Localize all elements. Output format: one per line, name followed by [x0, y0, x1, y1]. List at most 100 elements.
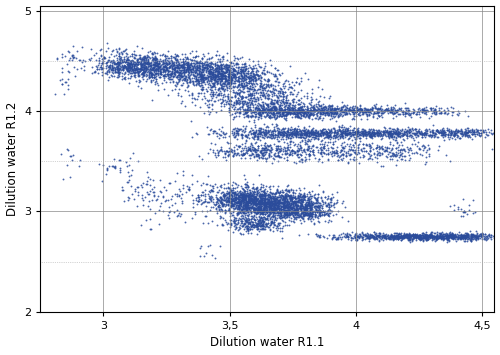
Point [283, 132, 291, 137]
Point [458, 235, 466, 240]
Point [212, 62, 220, 68]
Point [460, 232, 468, 238]
Point [373, 130, 381, 135]
Point [234, 90, 241, 95]
Point [255, 206, 263, 212]
Point [438, 233, 446, 239]
Point [461, 108, 469, 114]
Point [292, 126, 300, 131]
Point [310, 130, 318, 136]
Point [276, 107, 284, 113]
Point [244, 204, 252, 210]
Point [227, 59, 235, 65]
Point [114, 55, 122, 61]
Point [422, 235, 430, 241]
Point [324, 140, 332, 145]
Point [302, 132, 310, 138]
Point [258, 69, 266, 75]
Point [412, 237, 420, 243]
Point [306, 200, 314, 206]
Point [404, 108, 412, 114]
Point [268, 200, 276, 206]
Point [392, 153, 400, 159]
Point [390, 232, 398, 237]
Point [424, 235, 432, 240]
Point [406, 233, 414, 239]
Point [181, 54, 189, 60]
Point [241, 133, 249, 138]
Point [178, 191, 186, 197]
Point [260, 129, 268, 135]
Point [307, 127, 315, 133]
Point [306, 211, 314, 217]
Point [422, 234, 430, 240]
Point [246, 98, 254, 103]
Point [260, 209, 268, 215]
Point [374, 233, 382, 239]
Point [248, 193, 256, 198]
Point [272, 78, 280, 84]
Point [460, 233, 468, 239]
Point [199, 66, 207, 71]
Point [476, 231, 484, 236]
Point [346, 153, 354, 158]
Point [240, 89, 248, 95]
Point [154, 69, 162, 74]
Point [425, 132, 433, 138]
Point [356, 234, 364, 240]
Point [174, 60, 182, 66]
Point [404, 144, 411, 150]
Point [391, 131, 399, 137]
Point [170, 59, 177, 65]
Point [222, 57, 230, 63]
Point [220, 83, 228, 89]
Point [258, 126, 266, 132]
Point [411, 132, 419, 137]
Point [237, 132, 245, 137]
Point [268, 105, 276, 110]
Point [349, 109, 357, 114]
Point [298, 203, 306, 208]
Point [351, 147, 359, 153]
Point [256, 130, 264, 136]
Point [390, 235, 398, 240]
Point [232, 194, 239, 200]
Point [276, 196, 284, 201]
Point [281, 112, 289, 118]
Point [207, 78, 215, 84]
Point [260, 135, 268, 140]
Point [246, 143, 254, 149]
Point [352, 232, 360, 237]
Point [274, 153, 281, 159]
Point [175, 62, 183, 67]
Point [224, 98, 232, 104]
Point [286, 206, 294, 211]
Point [324, 218, 332, 223]
Point [296, 116, 304, 121]
Point [130, 65, 138, 71]
Point [239, 70, 247, 76]
Point [198, 60, 206, 66]
Point [238, 103, 246, 109]
Point [266, 113, 274, 119]
Point [370, 129, 378, 135]
Point [438, 233, 446, 239]
Point [300, 111, 308, 117]
Point [428, 232, 436, 237]
Point [122, 76, 130, 82]
Point [190, 73, 198, 79]
Point [429, 129, 437, 135]
Point [252, 202, 260, 208]
Point [256, 191, 264, 197]
Point [140, 66, 148, 71]
Point [230, 216, 237, 222]
Point [442, 235, 450, 241]
Point [256, 192, 264, 197]
Point [296, 134, 304, 140]
Point [260, 199, 268, 205]
Point [272, 206, 280, 212]
Point [248, 91, 256, 97]
Point [384, 232, 392, 238]
Point [226, 81, 234, 86]
Point [429, 236, 437, 241]
